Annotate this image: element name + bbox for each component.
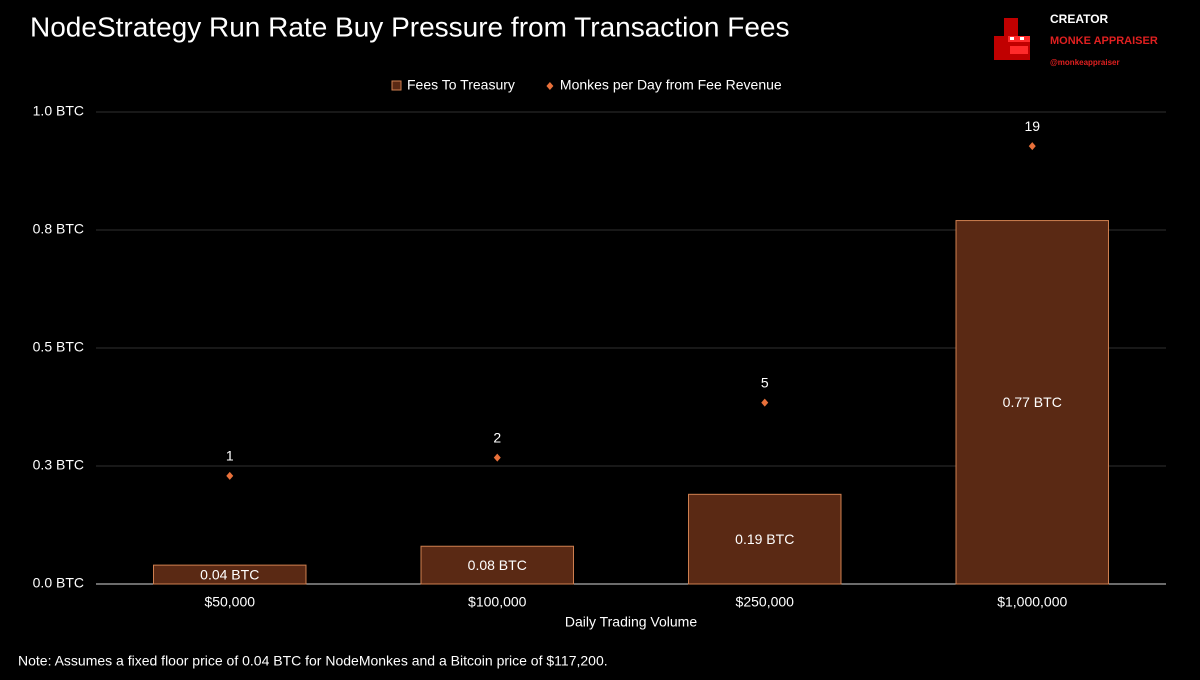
y-tick-label: 0.5 BTC	[33, 339, 84, 355]
legend-label: Fees To Treasury	[407, 77, 515, 93]
marker-value-label: 1	[226, 448, 234, 464]
bar	[420, 545, 574, 585]
logo-name: MONKE APPRAISER	[1050, 35, 1158, 47]
bar-value-label: 0.19 BTC	[735, 531, 794, 547]
y-tick-label: 1.0 BTC	[33, 103, 84, 119]
legend-swatch	[391, 80, 402, 91]
bar	[688, 493, 842, 585]
marker	[761, 398, 769, 407]
bar-value-label: 0.08 BTC	[468, 557, 527, 573]
x-tick-label: $50,000	[204, 594, 255, 610]
marker	[493, 453, 501, 462]
bar	[153, 564, 307, 585]
x-axis-label: Daily Trading Volume	[565, 614, 698, 630]
x-tick-label: $1,000,000	[997, 594, 1067, 610]
bar-value-label: 0.77 BTC	[1003, 394, 1062, 410]
logo-role: CREATOR	[1050, 12, 1109, 26]
marker	[1028, 142, 1036, 151]
logo-handle: @monkeappraiser	[1050, 58, 1120, 67]
marker-value-label: 19	[1024, 118, 1040, 134]
y-tick-label: 0.0 BTC	[33, 575, 84, 591]
note: Note: Assumes a fixed floor price of 0.0…	[18, 653, 608, 669]
bar-value-label: 0.04 BTC	[200, 566, 259, 582]
legend-swatch	[546, 82, 554, 90]
x-tick-label: $100,000	[468, 594, 527, 610]
bar	[955, 220, 1109, 585]
y-tick-label: 0.3 BTC	[33, 457, 84, 473]
marker-value-label: 5	[761, 374, 769, 390]
marker-value-label: 2	[493, 429, 501, 445]
logo-icon	[994, 18, 1030, 60]
marker	[226, 471, 234, 480]
y-tick-label: 0.8 BTC	[33, 221, 84, 237]
legend-label: Monkes per Day from Fee Revenue	[560, 77, 782, 93]
x-tick-label: $250,000	[736, 594, 795, 610]
chart-title: NodeStrategy Run Rate Buy Pressure from …	[30, 11, 789, 42]
